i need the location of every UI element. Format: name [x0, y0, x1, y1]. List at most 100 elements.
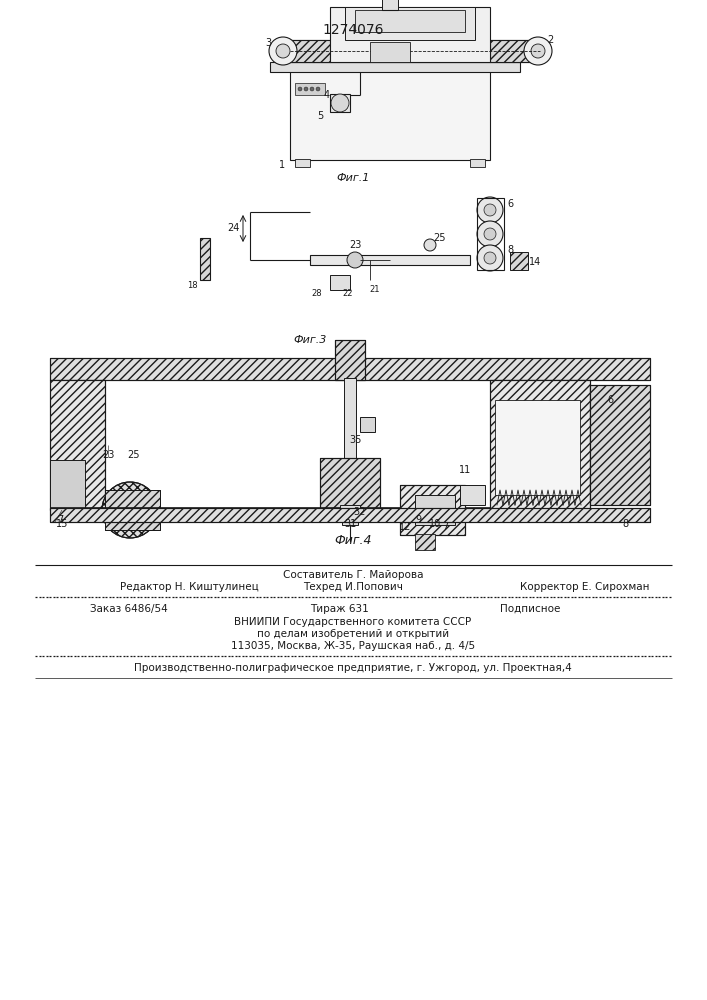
- Text: 8: 8: [507, 245, 513, 255]
- Bar: [400, 485, 465, 535]
- Text: 7: 7: [442, 522, 448, 532]
- Text: 9: 9: [415, 515, 421, 525]
- Bar: [50, 460, 85, 510]
- Text: 4: 4: [324, 90, 330, 100]
- Text: 15: 15: [56, 519, 68, 529]
- Text: 25: 25: [127, 450, 139, 460]
- Text: 6: 6: [607, 395, 613, 405]
- Bar: [330, 94, 350, 112]
- Text: Редактор Н. Киштулинец: Редактор Н. Киштулинец: [120, 582, 259, 592]
- Bar: [360, 417, 375, 432]
- Text: Подписное: Подписное: [500, 604, 561, 614]
- Text: 8: 8: [622, 519, 628, 529]
- Circle shape: [298, 87, 302, 91]
- Bar: [200, 238, 210, 280]
- Text: Фиг.3: Фиг.3: [293, 335, 327, 345]
- Text: 31: 31: [344, 519, 356, 529]
- Bar: [344, 378, 356, 460]
- Text: 7: 7: [57, 515, 63, 525]
- Bar: [590, 385, 650, 505]
- Bar: [490, 380, 590, 510]
- Text: 18: 18: [187, 282, 197, 290]
- Text: Корректор Е. Сирохман: Корректор Е. Сирохман: [520, 582, 650, 592]
- Circle shape: [310, 87, 314, 91]
- Text: 2: 2: [547, 35, 553, 45]
- Bar: [320, 458, 380, 510]
- Circle shape: [484, 204, 496, 216]
- Bar: [105, 490, 160, 530]
- Text: 14: 14: [529, 257, 541, 267]
- Circle shape: [304, 87, 308, 91]
- Text: Производственно-полиграфическое предприятие, г. Ужгород, ул. Проектная,4: Производственно-полиграфическое предприя…: [134, 663, 572, 673]
- Text: 25: 25: [434, 233, 446, 243]
- Circle shape: [477, 245, 503, 271]
- Bar: [400, 485, 465, 535]
- Text: по делам изобретений и открытий: по делам изобретений и открытий: [257, 629, 449, 639]
- Text: 1274076: 1274076: [322, 23, 384, 37]
- Text: 5: 5: [317, 111, 323, 121]
- Bar: [105, 490, 160, 530]
- Bar: [290, 70, 490, 160]
- Text: Заказ 6486/54: Заказ 6486/54: [90, 604, 168, 614]
- Text: 23: 23: [102, 450, 115, 460]
- Text: 24: 24: [227, 223, 239, 233]
- Text: 22: 22: [343, 288, 354, 298]
- Bar: [330, 275, 350, 290]
- Bar: [510, 252, 528, 270]
- Circle shape: [477, 197, 503, 223]
- Circle shape: [102, 482, 158, 538]
- Bar: [335, 340, 365, 380]
- Circle shape: [347, 252, 363, 268]
- Bar: [355, 10, 465, 32]
- Text: 10: 10: [429, 519, 441, 529]
- Text: 3: 3: [265, 38, 271, 48]
- Bar: [490, 40, 530, 62]
- Text: 12: 12: [399, 522, 411, 532]
- Bar: [495, 400, 580, 495]
- Text: Техред И.Попович: Техред И.Попович: [303, 582, 403, 592]
- Bar: [340, 505, 360, 515]
- Bar: [290, 40, 330, 62]
- Text: Фиг.1: Фиг.1: [337, 173, 370, 183]
- Bar: [477, 198, 504, 270]
- Text: 28: 28: [311, 288, 322, 298]
- Text: ВНИИПИ Государственного комитета СССР: ВНИИПИ Государственного комитета СССР: [235, 617, 472, 627]
- Text: 11: 11: [459, 465, 471, 475]
- Text: Тираж 631: Тираж 631: [310, 604, 369, 614]
- Bar: [590, 385, 650, 505]
- Bar: [320, 458, 380, 510]
- Circle shape: [531, 44, 545, 58]
- Bar: [382, 0, 398, 10]
- Bar: [50, 380, 105, 510]
- Bar: [50, 508, 650, 522]
- Circle shape: [424, 239, 436, 251]
- Text: 21: 21: [370, 286, 380, 294]
- Text: Составитель Г. Майорова: Составитель Г. Майорова: [283, 570, 423, 580]
- Bar: [50, 358, 650, 380]
- Bar: [335, 340, 365, 380]
- Bar: [345, 7, 475, 40]
- Text: 6: 6: [507, 199, 513, 209]
- Bar: [330, 7, 490, 62]
- Bar: [342, 507, 358, 525]
- Text: 32: 32: [354, 507, 366, 517]
- Bar: [310, 255, 470, 265]
- Bar: [295, 83, 325, 95]
- Bar: [370, 42, 410, 62]
- Text: 23: 23: [349, 240, 361, 250]
- Bar: [415, 534, 435, 550]
- Bar: [415, 495, 455, 525]
- Circle shape: [316, 87, 320, 91]
- Circle shape: [477, 221, 503, 247]
- Text: 1: 1: [279, 160, 285, 170]
- Text: 113035, Москва, Ж-35, Раушская наб., д. 4/5: 113035, Москва, Ж-35, Раушская наб., д. …: [231, 641, 475, 651]
- Bar: [490, 380, 590, 510]
- Bar: [50, 508, 650, 522]
- Bar: [290, 40, 530, 62]
- Bar: [470, 159, 485, 167]
- Bar: [460, 485, 485, 505]
- Bar: [270, 62, 520, 72]
- Text: Фиг.4: Фиг.4: [334, 534, 372, 546]
- Text: 35: 35: [349, 435, 361, 445]
- Circle shape: [276, 44, 290, 58]
